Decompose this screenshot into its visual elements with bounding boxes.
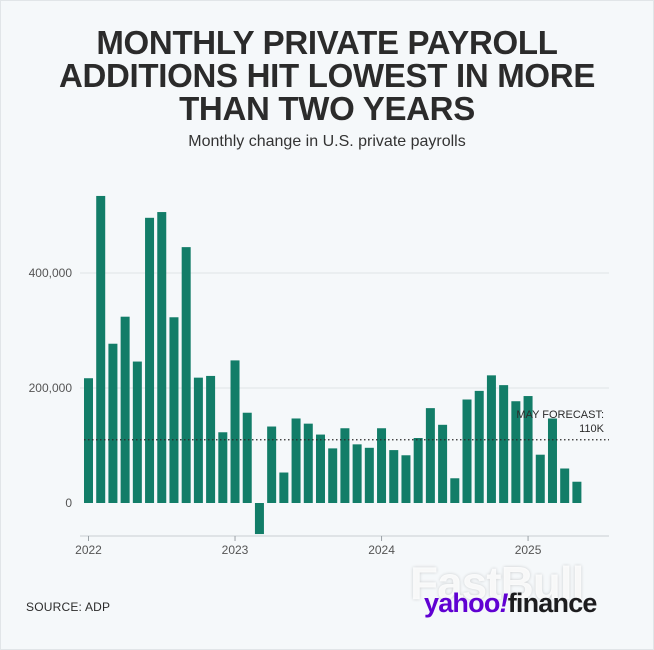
watermark: FastBull — [410, 557, 584, 609]
bar — [206, 375, 216, 503]
bar — [230, 360, 240, 503]
bar — [218, 432, 228, 503]
bar — [108, 343, 118, 503]
title-line-3: THAN TWO YEARS — [179, 90, 475, 127]
bar — [132, 361, 142, 503]
bar — [572, 481, 582, 503]
bar — [145, 217, 155, 504]
x-tick-label: 2024 — [368, 543, 395, 557]
bar — [120, 316, 130, 503]
x-axis: 2022 2023 2024 2025 — [75, 535, 609, 557]
x-tick-label: 2023 — [222, 543, 249, 557]
bar — [425, 408, 435, 504]
title-line-2: ADDITIONS HIT LOWEST IN MORE — [58, 57, 596, 94]
bar — [413, 438, 423, 503]
logo-yahoo: yahoo — [424, 588, 500, 618]
bar — [560, 468, 570, 503]
bar — [352, 444, 362, 503]
forecast-label: MAY FORECAST: — [516, 409, 604, 421]
logo-finance: finance — [507, 588, 598, 618]
bar — [169, 317, 179, 503]
y-tick-label: 200,000 — [29, 381, 73, 395]
bar — [157, 212, 167, 504]
bar — [401, 455, 411, 503]
bar — [511, 401, 521, 503]
bar — [242, 412, 252, 503]
title-line-1: MONTHLY PRIVATE PAYROLL — [96, 24, 558, 61]
bars — [84, 195, 582, 535]
bar — [499, 385, 509, 504]
bar — [181, 247, 191, 504]
bar — [389, 450, 399, 503]
x-tick-label: 2025 — [515, 543, 542, 557]
y-axis-ticks: 0 200,000 400,000 — [29, 266, 73, 510]
forecast-marker: MAY FORECAST: 110K — [84, 409, 609, 441]
chart-subtitle: Monthly change in U.S. private payrolls — [188, 133, 466, 150]
bar — [340, 428, 350, 503]
bar — [535, 454, 545, 503]
bar — [438, 424, 448, 503]
x-tick-label: 2022 — [75, 543, 102, 557]
grid-lines — [80, 272, 609, 389]
bar — [267, 426, 277, 503]
source-note: SOURCE: ADP — [26, 600, 111, 614]
bar — [279, 472, 289, 503]
y-tick-label: 0 — [65, 496, 72, 510]
bar — [303, 423, 313, 503]
logo-slash: ! — [499, 588, 509, 618]
bar — [96, 195, 106, 503]
yahoo-finance-logo: yahoo!finance — [424, 588, 597, 619]
bar — [254, 503, 264, 535]
chart-title: MONTHLY PRIVATE PAYROLL ADDITIONS HIT LO… — [0, 26, 654, 125]
bar — [193, 377, 203, 503]
bar — [84, 378, 93, 503]
bar — [462, 399, 472, 503]
bar — [523, 396, 533, 503]
bar — [364, 447, 374, 503]
bar — [547, 418, 557, 503]
forecast-value-label: 110K — [579, 423, 605, 435]
bar — [328, 448, 338, 504]
bar — [450, 478, 460, 503]
bar — [377, 428, 387, 503]
bar — [486, 375, 496, 503]
bar — [291, 418, 301, 503]
bar — [474, 390, 484, 504]
bar — [315, 434, 325, 503]
y-tick-label: 400,000 — [29, 266, 73, 280]
